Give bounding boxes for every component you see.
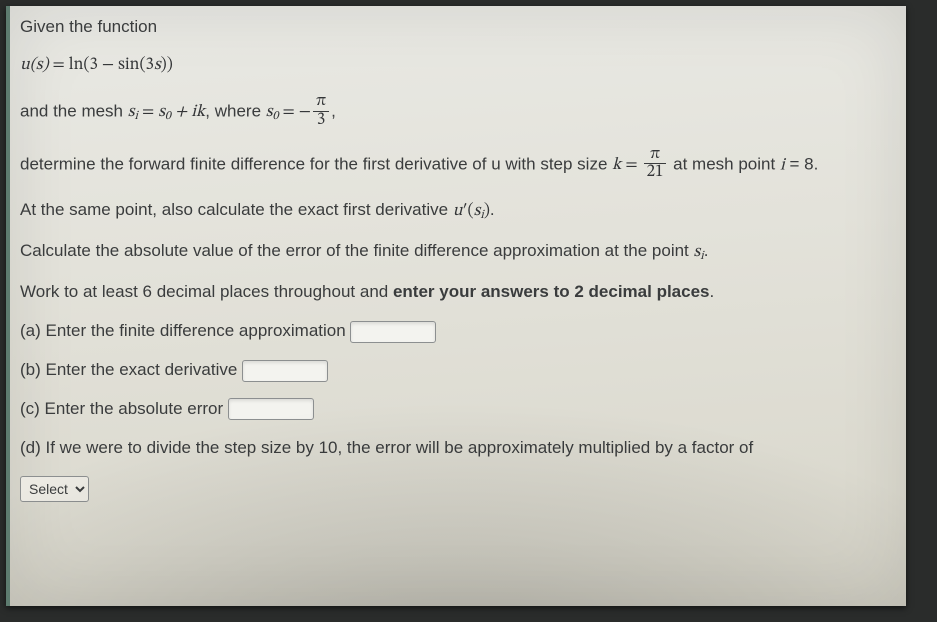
part-a-input[interactable] xyxy=(350,321,436,343)
mesh-frac-den: 3 xyxy=(313,111,329,130)
mesh-tail: , xyxy=(331,101,336,120)
function-definition: u(s) = ln(3 − sin(3s)) xyxy=(20,55,892,78)
part-a: (a) Enter the finite difference approxim… xyxy=(20,320,892,343)
mesh-plus-ik: + ik xyxy=(171,104,205,121)
part-b: (b) Enter the exact derivative xyxy=(20,359,892,382)
mesh-where: , where xyxy=(205,101,265,120)
part-a-label: (a) Enter the finite difference approxim… xyxy=(20,321,350,340)
part-c-input[interactable] xyxy=(228,398,314,420)
part-b-input[interactable] xyxy=(242,360,328,382)
precision-line: Work to at least 6 decimal places throug… xyxy=(20,281,892,304)
exact-tail: . xyxy=(490,200,495,219)
det-eq: = xyxy=(621,157,641,174)
part-d-select-row: Select xyxy=(20,476,892,502)
det-fraction: π21 xyxy=(644,146,667,183)
precision-bold: enter your answers to 2 decimal places xyxy=(393,282,710,301)
mesh-eq: = xyxy=(138,104,158,121)
precision-a: Work to at least 6 decimal places throug… xyxy=(20,282,393,301)
mesh-s0: s xyxy=(158,104,165,121)
eq-sign: = xyxy=(49,57,69,74)
part-c-label: (c) Enter the absolute error xyxy=(20,399,228,418)
determine-line: determine the forward finite difference … xyxy=(20,147,892,184)
mesh-frac-num: π xyxy=(313,93,329,111)
part-d: (d) If we were to divide the step size b… xyxy=(20,437,892,460)
det-b: at mesh point xyxy=(668,154,780,173)
part-b-label: (b) Enter the exact derivative xyxy=(20,360,242,379)
mesh-prefix: and the mesh xyxy=(20,101,128,120)
fn-rhs-b: )) xyxy=(161,57,173,74)
det-a: determine the forward finite difference … xyxy=(20,154,612,173)
det-eq-i: = 8. xyxy=(785,154,819,173)
fn-rhs-a: ln(3 − sin(3 xyxy=(69,57,154,74)
exact-a: At the same point, also calculate the ex… xyxy=(20,200,453,219)
part-d-select[interactable]: Select xyxy=(20,476,89,502)
det-frac-num: π xyxy=(644,146,667,164)
exact-derivative-line: At the same point, also calculate the ex… xyxy=(20,199,892,224)
abs-tail: . xyxy=(704,241,709,260)
mesh-eq2: = − xyxy=(279,104,311,121)
abs-error-line: Calculate the absolute value of the erro… xyxy=(20,240,892,265)
mesh-definition: and the mesh si = s0 + ik, where s0 = −π… xyxy=(20,94,892,131)
abs-a: Calculate the absolute value of the erro… xyxy=(20,241,694,260)
precision-tail: . xyxy=(710,282,715,301)
part-d-label: (d) If we were to divide the step size b… xyxy=(20,438,753,457)
fn-var: s xyxy=(154,57,161,74)
intro-text: Given the function xyxy=(20,16,892,39)
fn-lhs: u(s) xyxy=(20,57,49,74)
det-k: k xyxy=(612,157,621,174)
mesh-fraction: π3 xyxy=(313,93,329,130)
det-frac-den: 21 xyxy=(644,163,667,182)
question-panel: Given the function u(s) = ln(3 − sin(3s)… xyxy=(6,6,906,606)
part-c: (c) Enter the absolute error xyxy=(20,398,892,421)
